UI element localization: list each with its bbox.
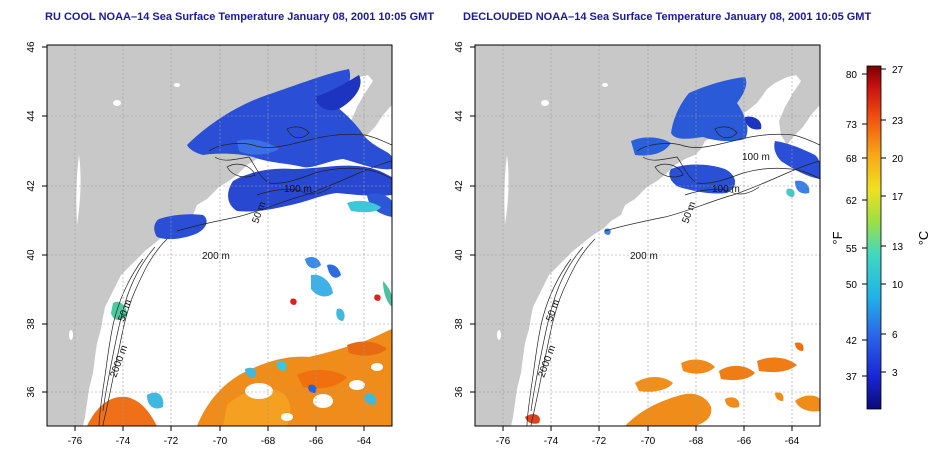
right-lat-tick-labels: 36 38 40 42 44 46 <box>454 41 465 398</box>
left-lon-tick: -76 <box>68 436 83 447</box>
colorbar-f-tick: 62 <box>846 196 858 207</box>
left-cloud-holes <box>245 363 383 421</box>
right-lon-tick: -70 <box>641 436 656 447</box>
left-map-title: RU COOL NOAA–14 Sea Surface Temperature … <box>45 11 435 23</box>
right-lat-tick: 46 <box>454 41 465 53</box>
left-lat-tick: 40 <box>26 249 37 261</box>
right-lon-tick: -68 <box>689 436 704 447</box>
left-lat-tick: 44 <box>26 110 37 122</box>
colorbar-f-tick: 42 <box>846 336 858 347</box>
left-cold-sst-patches <box>154 69 392 278</box>
right-lon-tick: -64 <box>785 436 800 447</box>
colorbar-c-tick: 27 <box>892 65 904 76</box>
colorbar-f-tick: 37 <box>846 372 858 383</box>
colorbar-fahrenheit-unit: °F <box>830 231 845 244</box>
left-lon-tick: -70 <box>213 436 228 447</box>
colorbar-c-tick: 23 <box>892 116 904 127</box>
left-warm-sst-patches <box>87 329 392 426</box>
colorbar-celsius-labels: 27 23 20 17 13 10 6 3 <box>892 65 904 379</box>
right-lat-tick: 38 <box>454 318 465 330</box>
right-lat-tick: 44 <box>454 110 465 122</box>
left-mixed-sst-specks <box>245 294 381 405</box>
colorbar-f-tick: 68 <box>846 154 858 165</box>
right-cold-sst-patches <box>604 77 820 235</box>
left-ticks <box>42 46 365 431</box>
left-lat-tick: 46 <box>26 41 37 53</box>
right-lon-tick: -66 <box>737 436 752 447</box>
right-map-panel: 100 m 100 m 50 m 200 m 50 m 2000 m -76 -… <box>454 41 821 447</box>
left-lat-tick-labels: 36 38 40 42 44 46 <box>26 41 37 398</box>
right-lon-tick-labels: -76 -74 -72 -70 -68 -66 -64 <box>496 436 800 447</box>
colorbar-c-tick: 20 <box>892 154 904 165</box>
left-lon-tick: -64 <box>357 436 372 447</box>
left-lon-tick: -72 <box>164 436 179 447</box>
right-lat-tick: 42 <box>454 180 465 192</box>
left-mid-sst-patches <box>111 200 392 409</box>
left-lon-tick: -74 <box>116 436 131 447</box>
colorbar-c-tick: 6 <box>892 330 898 341</box>
colorbar-celsius-unit: °C <box>916 231 931 246</box>
left-contour-label-100: 100 m <box>284 184 312 195</box>
left-lat-tick: 36 <box>26 386 37 398</box>
left-lon-tick: -66 <box>309 436 324 447</box>
colorbar-f-tick: 80 <box>846 70 858 81</box>
left-lat-tick: 42 <box>26 180 37 192</box>
right-contour-label-200: 200 m <box>630 251 658 262</box>
colorbar-fahrenheit-labels: 80 73 68 62 55 50 42 37 <box>846 70 858 383</box>
right-lat-tick: 40 <box>454 249 465 261</box>
colorbar-c-tick: 13 <box>892 242 904 253</box>
temperature-colorbar: 80 73 68 62 55 50 42 37 27 23 20 17 13 1… <box>830 65 931 410</box>
right-warm-sst-patches <box>525 342 820 426</box>
right-ticks <box>470 46 793 431</box>
right-lon-tick: -74 <box>544 436 559 447</box>
right-lon-tick: -76 <box>496 436 511 447</box>
left-grid <box>47 45 392 426</box>
right-map-title: DECLOUDED NOAA–14 Sea Surface Temperatur… <box>463 11 872 23</box>
left-lon-tick-labels: -76 -74 -72 -70 -68 -66 -64 <box>68 436 372 447</box>
colorbar-f-tick: 73 <box>846 120 858 131</box>
right-mid-sst-patches <box>786 188 795 197</box>
right-contour-label-100a: 100 m <box>742 152 770 163</box>
colorbar-c-tick: 17 <box>892 192 904 203</box>
colorbar-gradient <box>866 65 882 410</box>
right-grid <box>475 45 820 426</box>
right-lon-tick: -72 <box>592 436 607 447</box>
left-map-panel: 100 m 50 m 200 m 50 m 2000 m -76 -74 -72… <box>26 41 393 447</box>
left-lon-tick: -68 <box>261 436 276 447</box>
colorbar-c-tick: 10 <box>892 280 904 291</box>
colorbar-ticks <box>862 68 886 377</box>
left-contour-label-200: 200 m <box>202 251 230 262</box>
colorbar-c-tick: 3 <box>892 368 898 379</box>
right-contour-label-100b: 100 m <box>712 184 740 195</box>
colorbar-f-tick: 55 <box>846 244 858 255</box>
left-lat-tick: 38 <box>26 318 37 330</box>
right-lat-tick: 36 <box>454 386 465 398</box>
colorbar-f-tick: 50 <box>846 280 858 291</box>
